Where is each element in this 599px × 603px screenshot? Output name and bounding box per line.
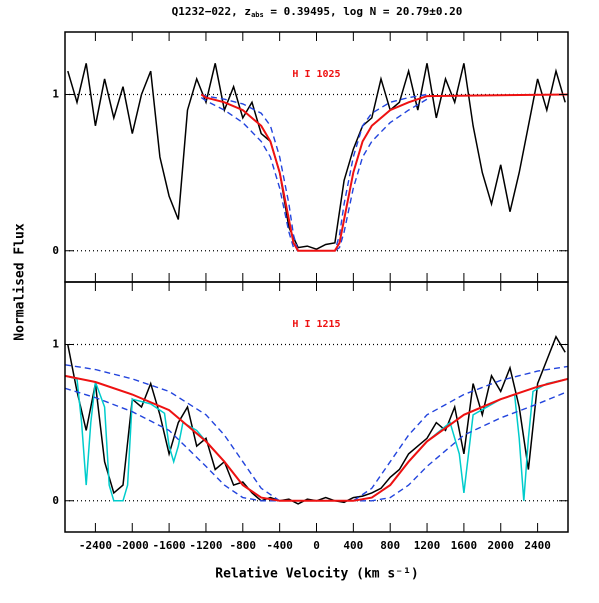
spectrum-line	[65, 387, 568, 502]
x-tick-label: 2400	[524, 539, 551, 552]
title-suffix: = 0.39495, log N = 20.79±0.20	[264, 5, 463, 18]
y-tick-label: 0	[52, 494, 59, 507]
x-tick-label: 800	[380, 539, 400, 552]
line-label: H I 1025	[292, 69, 340, 80]
spectrum-line	[65, 375, 568, 502]
x-tick-label: -800	[230, 539, 257, 552]
spectrum-line	[201, 93, 428, 252]
title-subscript: abs	[251, 11, 264, 19]
spectrum-line	[200, 93, 568, 252]
x-tick-label: -2400	[79, 539, 112, 552]
title-prefix: Q1232−022, z	[172, 5, 251, 18]
x-tick-label: -1600	[153, 539, 186, 552]
x-tick-label: -2000	[116, 539, 149, 552]
spectrum-line	[200, 97, 428, 252]
spectrum-line	[67, 334, 566, 505]
x-axis-label: Relative Velocity (km s⁻¹)	[215, 567, 419, 582]
y-tick-label: 0	[52, 244, 59, 257]
x-tick-label: 1600	[451, 539, 478, 552]
panel-frame	[64, 281, 569, 533]
y-axis-label: Normalised Flux	[13, 223, 28, 341]
x-tick-label: 400	[343, 539, 363, 552]
line-label: H I 1215	[292, 319, 340, 330]
figure-title: Q1232−022, zabs = 0.39495, log N = 20.79…	[172, 5, 463, 19]
x-tick-label: 1200	[414, 539, 441, 552]
y-tick-label: 1	[52, 88, 59, 101]
spectrum-line	[67, 63, 566, 251]
y-tick-label: 1	[52, 338, 59, 351]
x-tick-label: 0	[313, 539, 320, 552]
x-tick-label: 2000	[487, 539, 514, 552]
spectrum-line	[65, 374, 568, 502]
x-tick-label: -1200	[189, 539, 222, 552]
spectrum-line	[65, 364, 568, 502]
x-tick-label: -400	[266, 539, 293, 552]
